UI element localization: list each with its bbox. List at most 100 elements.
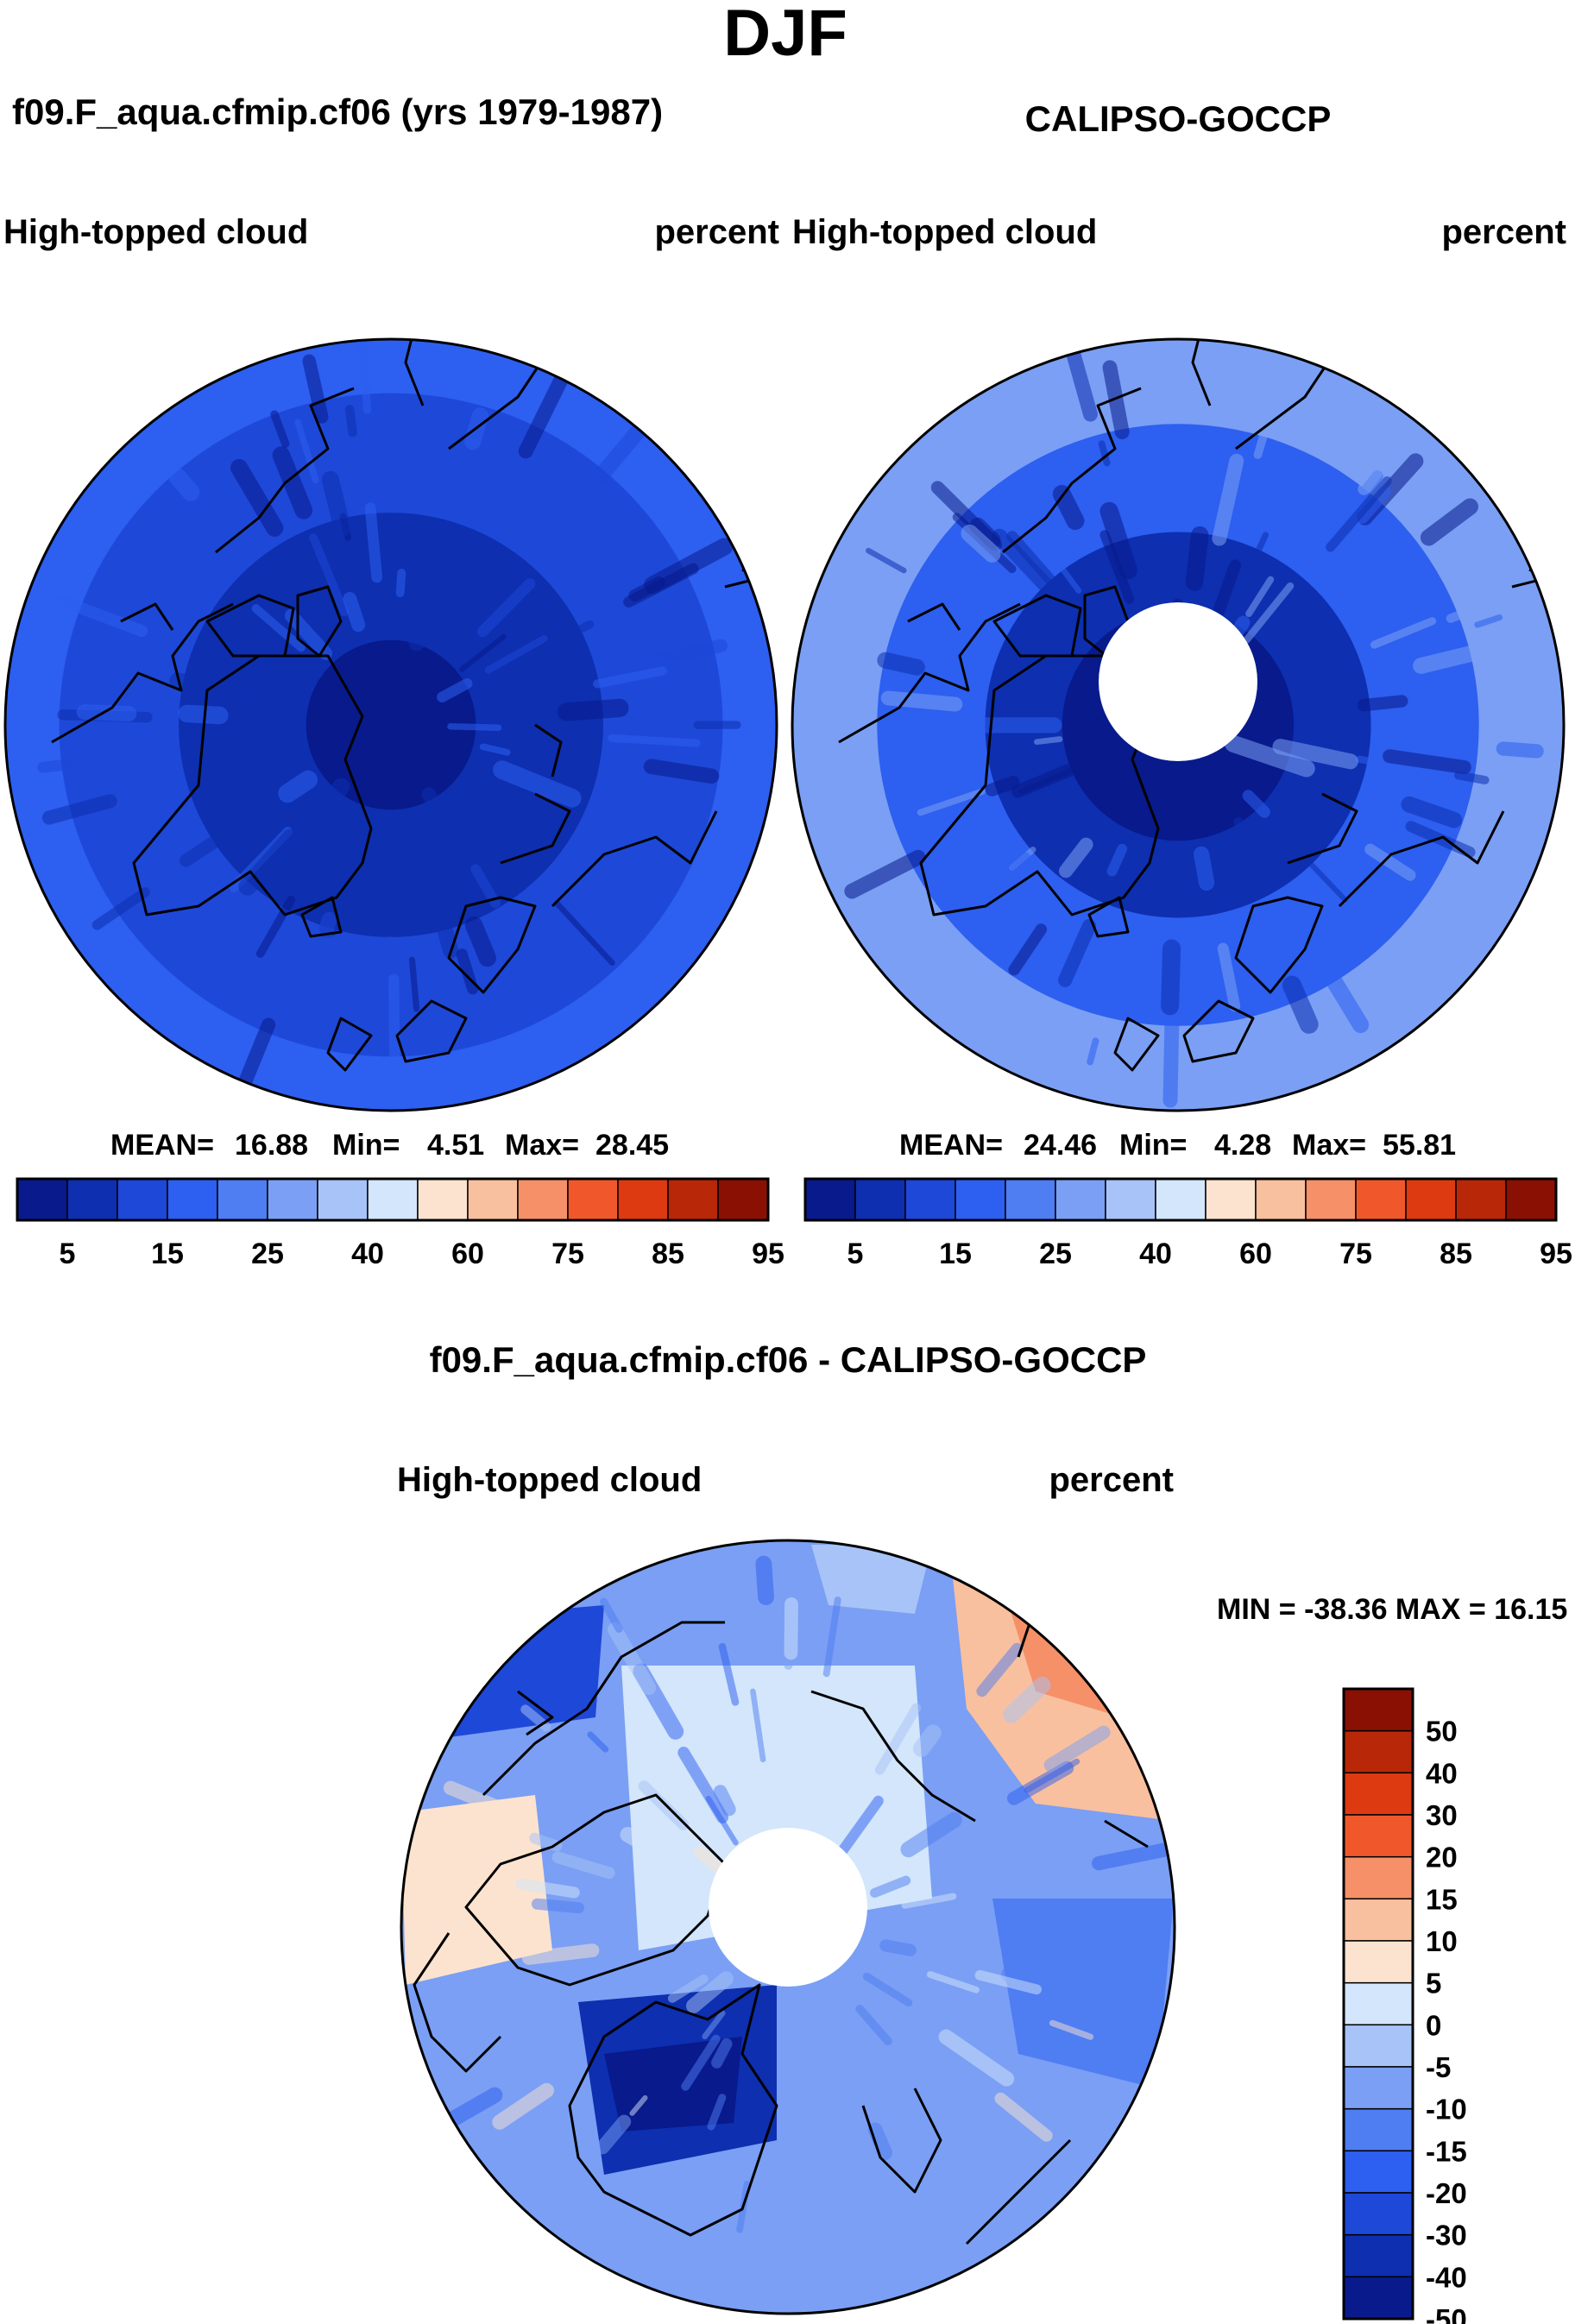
left-stats-mean: 16.88 <box>235 1129 308 1162</box>
map-texture-streak <box>1420 498 1478 546</box>
map-texture-streak <box>1217 942 1241 1012</box>
right-panel-variable: High-topped cloud <box>792 213 1097 251</box>
colorbar-tick-label: 10 <box>1426 1925 1458 1957</box>
map-texture-streak <box>961 524 1001 563</box>
left-panel-variable: High-topped cloud <box>3 213 308 251</box>
map-texture-streak <box>1248 532 1270 570</box>
colorbar-box <box>1343 2192 1414 2236</box>
map-texture-streak <box>255 895 296 958</box>
colorbar-tick-label: 0 <box>1426 2009 1441 2041</box>
diff-texture-streak <box>711 2037 733 2069</box>
map-texture-streak <box>553 900 615 966</box>
colorbar-tick-label: -30 <box>1426 2220 1467 2252</box>
diff-texture-streak <box>750 1688 766 1763</box>
map-texture-streak <box>1304 857 1348 903</box>
colorbar-box <box>667 1178 719 1221</box>
map-texture-streak <box>456 948 479 995</box>
colorbar-box <box>1205 1178 1257 1221</box>
colorbar-tick-label: 15 <box>1426 1883 1458 1915</box>
map-texture-streak <box>593 666 667 689</box>
left-polar-map <box>5 339 777 1111</box>
diff-texture-streak <box>820 1797 854 1851</box>
right-map-missing-pole <box>1099 602 1257 761</box>
map-texture-streak <box>470 864 501 909</box>
colorbar-box <box>1343 1772 1414 1816</box>
colorbar-box <box>1305 1178 1357 1221</box>
map-texture-streak <box>272 446 313 520</box>
map-texture-streak <box>1087 1037 1099 1066</box>
right-panel-units: percent <box>1442 213 1567 251</box>
colorbar-box <box>1343 2107 1414 2152</box>
colorbar-box <box>1005 1178 1056 1221</box>
diff-texture-streak <box>702 2010 726 2040</box>
colorbar-frame <box>1342 1687 1414 2321</box>
colorbar-box <box>1255 1178 1307 1221</box>
diff-texture-streak <box>713 1785 736 1817</box>
diff-texture-streak <box>707 2094 727 2131</box>
map-texture-streak <box>1401 796 1463 828</box>
diff-texture-streak <box>1002 1676 1051 1723</box>
map-texture-streak <box>343 592 366 633</box>
colorbar-box <box>1343 2066 1414 2110</box>
map-texture-streak <box>493 760 582 808</box>
map-texture-streak <box>1212 453 1244 546</box>
map-texture-streak <box>1245 576 1275 618</box>
diff-texture-streak <box>862 1972 913 2007</box>
diff-texture-streak <box>994 2092 1053 2142</box>
map-texture-streak <box>309 533 349 617</box>
map-texture-streak <box>1018 759 1096 795</box>
diff-texture-streak <box>718 1642 740 1706</box>
map-texture-streak <box>1098 440 1111 467</box>
diff-texture-streak <box>551 1851 615 1880</box>
left-stats-min: 4.51 <box>427 1129 484 1162</box>
map-texture-streak <box>1364 843 1416 881</box>
colorbar-tick-label: 50 <box>1426 1716 1458 1748</box>
map-texture-streak <box>651 639 728 668</box>
diff-texture-streak <box>879 1939 917 1956</box>
map-texture-streak <box>421 787 455 835</box>
colorbar-tick-label: 15 <box>151 1238 184 1270</box>
diff-texture-streak <box>705 1795 739 1846</box>
colorbar-box <box>617 1178 669 1221</box>
colorbar-box <box>1343 2024 1414 2068</box>
map-texture-streak <box>41 794 117 825</box>
diff-texture-streak <box>1001 1966 1090 1999</box>
colorbar-frame <box>16 1177 770 1222</box>
map-texture-streak <box>917 788 986 816</box>
map-texture-streak <box>1474 614 1503 628</box>
right-stats-label-mean: MEAN= <box>899 1129 1003 1162</box>
colorbar-tick-label: 75 <box>551 1238 584 1270</box>
right-stats-mean: 24.46 <box>1024 1129 1097 1162</box>
right-stats-min: 4.28 <box>1214 1129 1271 1162</box>
map-texture-streak <box>37 759 73 773</box>
map-texture-streak <box>437 677 473 702</box>
colorbar-box <box>1343 1729 1414 1774</box>
diff-texture-streak <box>1043 1725 1111 1773</box>
diff-texture-streak <box>822 1597 841 1678</box>
left-colorbar: 5 15 25 40 60 75 85 95 <box>16 1177 784 1270</box>
right-stats-label-min: Min= <box>1119 1129 1187 1162</box>
diff-texture-streak <box>492 2082 554 2130</box>
map-texture-streak <box>1358 427 1414 495</box>
map-texture-streak <box>1006 531 1055 585</box>
colorbar-box <box>804 1178 856 1221</box>
colorbar-box <box>1405 1178 1457 1221</box>
colorbar-tick-label: -50 <box>1426 2303 1467 2324</box>
right-stats-max: 55.81 <box>1383 1129 1456 1162</box>
colorbar-box <box>467 1178 519 1221</box>
right-map-border <box>791 337 1566 1112</box>
map-texture-streak <box>302 354 329 424</box>
map-texture-streak <box>225 752 300 787</box>
map-texture-streak <box>91 887 150 930</box>
diff-texture-streak <box>620 1826 672 1864</box>
colorbar-tick-label: 5 <box>60 1238 76 1270</box>
colorbar-tick-label: 40 <box>351 1238 384 1270</box>
diff-region-2 <box>401 1795 552 1985</box>
map-texture-streak <box>217 927 268 1003</box>
map-texture-streak <box>1282 975 1319 1034</box>
map-texture-streak <box>1106 843 1128 877</box>
diff-map-border <box>400 1539 1176 2315</box>
diff-texture-streak <box>638 1780 690 1830</box>
colorbar-tick-label: -5 <box>1426 2051 1451 2083</box>
colorbar-tick-label: 25 <box>251 1238 284 1270</box>
